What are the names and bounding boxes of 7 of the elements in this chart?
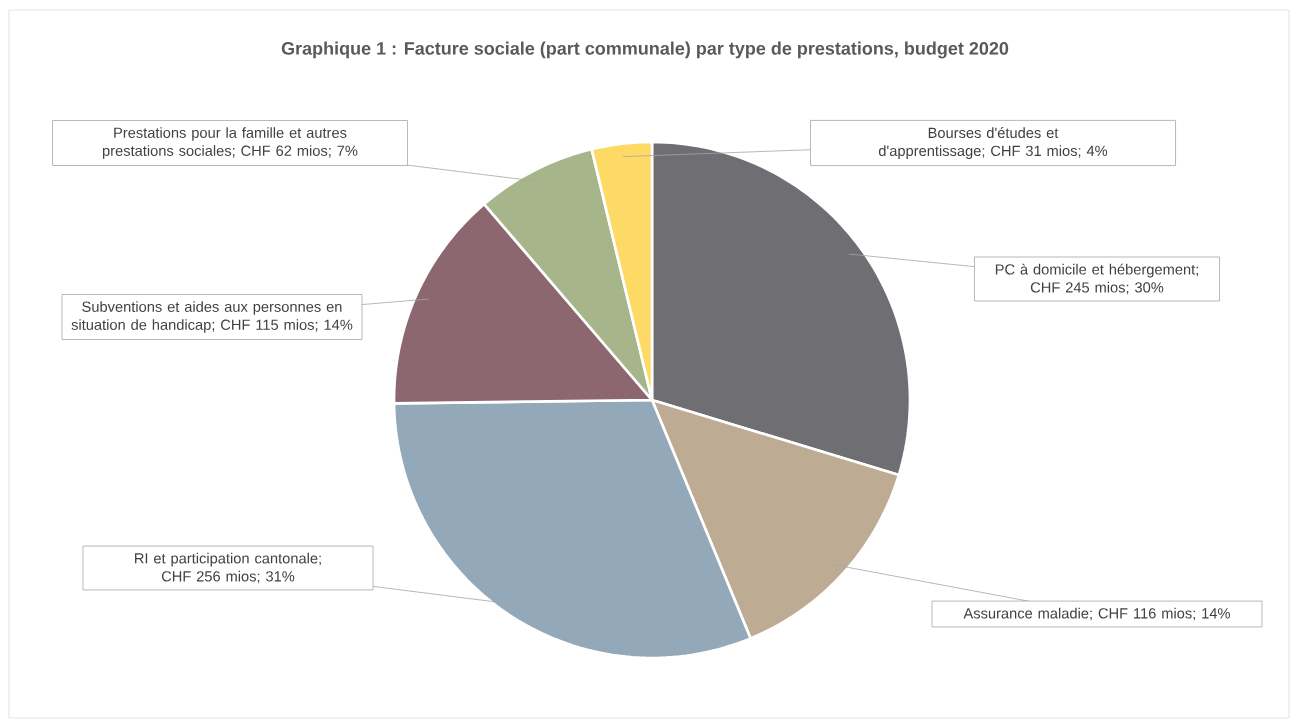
data-label: Subventions et aides aux personnes en situation de handicap; CHF 115 mios; 14% <box>71 301 353 333</box>
chart-title: Graphique 1 : Facture sociale (part communale) par type de prestations, budget 2020 <box>281 41 1009 59</box>
data-label: PC à domicile et hébergement; CHF 245 mios; 30% <box>995 263 1198 295</box>
data-label: RI et participation cantonale; CHF 256 mios; 31% <box>135 552 321 584</box>
data-label: Prestations pour la famille et autres prestations sociales; CHF 62 mios; 7% <box>102 127 358 159</box>
data-label: Assurance maladie; CHF 116 mios; 14% <box>963 607 1230 621</box>
data-label: Bourses d'études et d'apprentissage; CHF 31 mios; 4% <box>878 127 1108 159</box>
